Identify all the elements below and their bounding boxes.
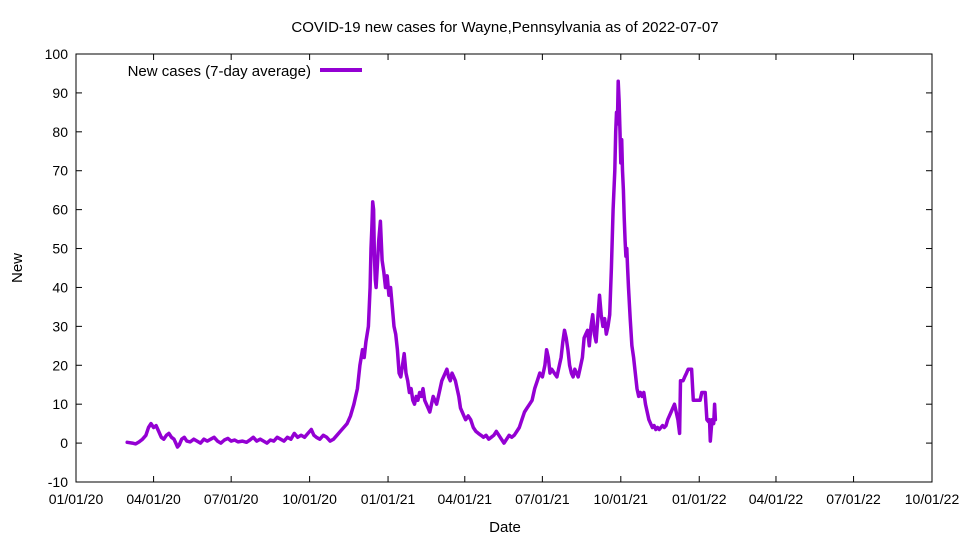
- x-tick-label: 07/01/20: [204, 491, 259, 507]
- y-tick-label: 80: [52, 124, 68, 140]
- x-tick-label: 01/01/22: [672, 491, 727, 507]
- x-tick-label: 10/01/22: [905, 491, 960, 507]
- y-tick-label: 70: [52, 163, 68, 179]
- x-tick-label: 01/01/20: [49, 491, 104, 507]
- x-axis: 01/01/20 04/01/20 07/01/20 10/01/20 01/01/21…: [49, 54, 960, 507]
- series-layer: [125, 79, 718, 449]
- x-tick-label: 10/01/20: [282, 491, 337, 507]
- x-tick-label: 07/01/21: [515, 491, 570, 507]
- plot-frame: [75, 53, 933, 483]
- series-line: [125, 79, 718, 449]
- chart-title: COVID-19 new cases for Wayne,Pennsylvani…: [291, 19, 718, 36]
- y-tick-label: -10: [48, 474, 68, 490]
- y-tick-label: 30: [52, 318, 68, 334]
- x-tick-label: 04/01/20: [126, 491, 181, 507]
- y-tick-label: 40: [52, 279, 68, 295]
- y-tick-label: 10: [52, 396, 68, 412]
- x-tick-label: 07/01/22: [826, 491, 881, 507]
- y-tick-label: 0: [60, 435, 68, 451]
- y-axis-title: New: [9, 253, 26, 283]
- x-tick-label: 04/01/22: [749, 491, 804, 507]
- x-tick-label: 04/01/21: [438, 491, 493, 507]
- y-tick-label: 50: [52, 241, 68, 257]
- y-tick-label: 20: [52, 357, 68, 373]
- x-tick-label: 10/01/21: [594, 491, 649, 507]
- x-axis-title: Date: [489, 519, 521, 536]
- y-tick-label: 60: [52, 202, 68, 218]
- legend-label: New cases (7-day average): [128, 63, 311, 80]
- y-axis: -10 0 10 20 30 40 50 60 70 80 90 100: [45, 46, 932, 490]
- x-tick-label: 01/01/21: [361, 491, 416, 507]
- y-tick-label: 90: [52, 85, 68, 101]
- legend: New cases (7-day average): [128, 63, 362, 80]
- y-tick-label: 100: [45, 46, 69, 62]
